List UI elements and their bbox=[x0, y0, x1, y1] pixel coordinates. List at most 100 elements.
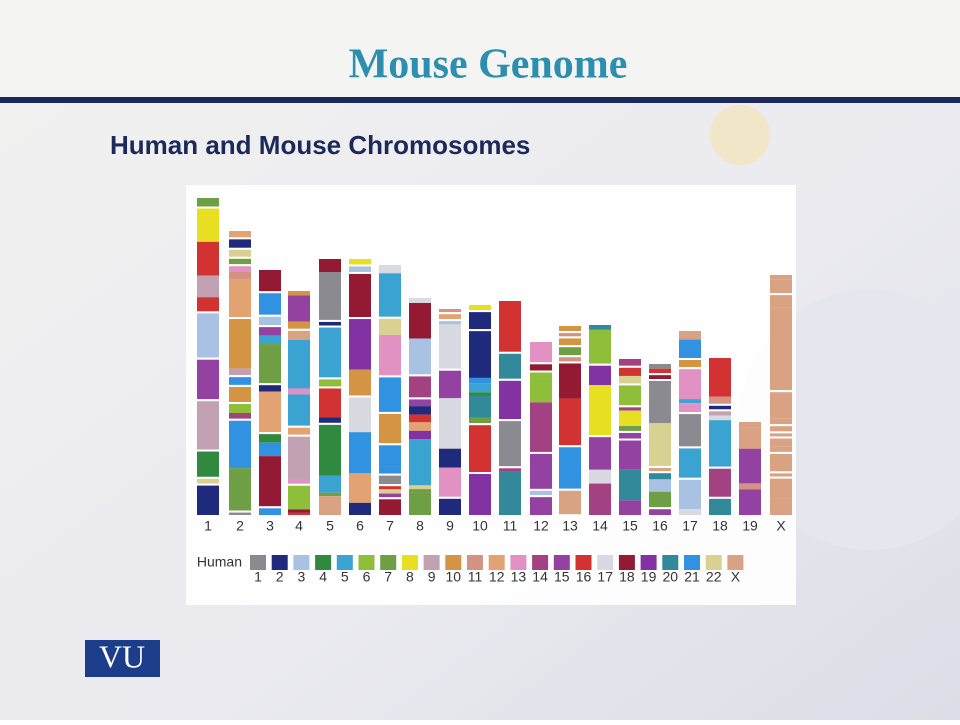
legend-title: Human bbox=[197, 554, 242, 570]
chromosome-band bbox=[288, 388, 310, 395]
legend-label: 18 bbox=[619, 569, 635, 585]
band-gap bbox=[469, 329, 491, 332]
chromosome-band bbox=[409, 376, 431, 398]
band-gap bbox=[319, 386, 341, 389]
chromosome-band bbox=[259, 335, 281, 345]
band-gap bbox=[709, 409, 731, 412]
chromosome-band bbox=[739, 422, 761, 428]
mouse-chromosome-label: 9 bbox=[446, 518, 454, 534]
chromosome-band bbox=[409, 298, 431, 303]
chromosome-band bbox=[649, 375, 671, 380]
chromosome-band bbox=[229, 404, 251, 414]
chromosome-band bbox=[229, 271, 251, 280]
chromosome-band bbox=[409, 302, 431, 339]
band-gap bbox=[439, 319, 461, 322]
decor-dot bbox=[710, 105, 770, 165]
legend-label: 21 bbox=[684, 569, 700, 585]
chromosome-band bbox=[349, 473, 371, 503]
band-gap bbox=[229, 237, 251, 240]
chromosome-band bbox=[530, 402, 552, 452]
chromosome-band bbox=[319, 424, 341, 476]
legend-swatch bbox=[250, 555, 266, 570]
chromosome-band bbox=[619, 367, 641, 376]
chromosome-band bbox=[288, 512, 310, 515]
band-gap bbox=[679, 357, 701, 360]
chromosome-band bbox=[349, 273, 371, 318]
chromosome-band bbox=[288, 394, 310, 426]
chromosome-band bbox=[229, 319, 251, 369]
chromosome-band bbox=[409, 406, 431, 415]
chromosome-band bbox=[709, 498, 731, 515]
legend-swatch bbox=[445, 555, 462, 570]
legend-label: 3 bbox=[298, 569, 306, 585]
legend-label: 12 bbox=[489, 569, 505, 585]
chromosome-band bbox=[619, 385, 641, 406]
chromosome-band bbox=[288, 291, 310, 296]
chromosome-band bbox=[259, 293, 281, 315]
chromosome-band bbox=[259, 385, 281, 392]
chromosome-band bbox=[619, 440, 641, 470]
chromosome-band bbox=[288, 339, 310, 389]
chromosome-band bbox=[229, 420, 251, 469]
chromosome-band bbox=[589, 469, 611, 484]
mouse-chromosome-label: 18 bbox=[712, 518, 728, 534]
mouse-chromosome-label: 14 bbox=[592, 518, 608, 534]
chromosome-band bbox=[589, 329, 611, 364]
chromosome-band bbox=[229, 279, 251, 318]
chromosome-band bbox=[559, 338, 581, 346]
mouse-chromosome-label: 6 bbox=[356, 518, 364, 534]
mouse-chromosome-label: 11 bbox=[503, 518, 518, 534]
chromosome-band bbox=[559, 347, 581, 356]
chromosome-band bbox=[589, 437, 611, 470]
mouse-chromosome-label: 4 bbox=[295, 518, 303, 534]
chromosome-band bbox=[229, 377, 251, 385]
chromosome-band bbox=[619, 359, 641, 366]
chromosome-band bbox=[770, 473, 792, 477]
band-gap bbox=[770, 471, 792, 474]
band-gap bbox=[709, 466, 731, 469]
band-gap bbox=[679, 412, 701, 415]
legend-label: 20 bbox=[663, 569, 679, 585]
chromosome-band bbox=[589, 385, 611, 436]
band-gap bbox=[589, 435, 611, 438]
chromosome-band bbox=[469, 331, 491, 378]
chromosome-band bbox=[679, 339, 701, 358]
chromosome-band bbox=[379, 377, 401, 412]
mouse-chromosome-label: 1 bbox=[204, 518, 212, 534]
chromosome-band bbox=[439, 498, 461, 515]
chromosome-band bbox=[349, 502, 371, 515]
chromosome-band bbox=[288, 485, 310, 510]
legend-swatch bbox=[532, 555, 549, 570]
band-gap bbox=[319, 422, 341, 425]
chromosome-band bbox=[469, 392, 491, 396]
band-gap bbox=[530, 362, 552, 365]
band-gap bbox=[469, 423, 491, 426]
band-gap bbox=[709, 403, 731, 406]
mouse-chromosome-label: 2 bbox=[236, 518, 244, 534]
band-gap bbox=[439, 368, 461, 371]
chromosome-band bbox=[409, 430, 431, 440]
band-gap bbox=[349, 271, 371, 274]
chromosome-band bbox=[770, 418, 792, 425]
chromosome-band bbox=[319, 321, 341, 326]
legend-swatch bbox=[597, 555, 614, 570]
legend-swatch bbox=[401, 555, 418, 570]
band-gap bbox=[469, 472, 491, 475]
chromosome-band bbox=[439, 370, 461, 399]
band-gap bbox=[770, 390, 792, 393]
chromosome-band bbox=[349, 369, 371, 396]
chromosome-band bbox=[679, 448, 701, 478]
chromosome-band bbox=[469, 417, 491, 424]
chromosome-band bbox=[439, 321, 461, 325]
band-gap bbox=[649, 373, 671, 376]
chromosome-band bbox=[530, 453, 552, 489]
mouse-chromosome-label: 8 bbox=[416, 518, 424, 534]
chromosome-band bbox=[259, 442, 281, 457]
chromosome-band bbox=[319, 492, 341, 497]
chromosome-band bbox=[197, 485, 219, 515]
chromosome-band bbox=[649, 368, 671, 374]
mouse-chromosome-label: 10 bbox=[472, 518, 488, 534]
chromosome-band bbox=[619, 432, 641, 439]
chromosome-band bbox=[530, 490, 552, 496]
legend-swatch bbox=[662, 555, 679, 570]
